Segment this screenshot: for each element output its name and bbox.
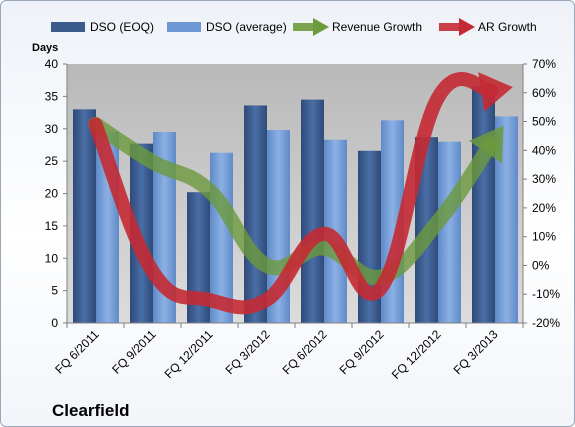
y2-tick-label: 10%	[532, 230, 556, 244]
y2-tick-label: 70%	[532, 57, 556, 71]
x-tick-label: FQ 12/2012	[389, 327, 444, 382]
bar-dso-average-7	[495, 116, 518, 323]
y-axis-label: Days	[32, 42, 58, 54]
bar-dso-eoq-0	[73, 109, 96, 323]
y-tick-label: 40	[45, 57, 59, 71]
bar-dso-eoq-4	[301, 99, 324, 323]
y2-tick-label: 0%	[532, 258, 550, 272]
y-tick-label: 5	[51, 284, 58, 298]
y2-tick-label: 50%	[532, 115, 556, 129]
y2-tick-label: 20%	[532, 201, 556, 215]
y-tick-label: 20	[45, 187, 59, 201]
legend-label-revenue-growth: Revenue Growth	[332, 20, 422, 34]
x-tick-label: FQ 3/2013	[451, 327, 501, 377]
x-tick-label: FQ 6/2012	[280, 327, 330, 377]
y2-tick-label: -10%	[532, 287, 560, 301]
bar-dso-average-6	[438, 141, 461, 323]
x-tick-label: FQ 9/2012	[337, 327, 387, 377]
bar-dso-eoq-1	[130, 143, 153, 323]
bar-dso-eoq-3	[244, 105, 267, 323]
y-tick-label: 10	[45, 251, 59, 265]
bar-dso-eoq-2	[187, 192, 210, 323]
legend-label-ar-growth: AR Growth	[478, 20, 537, 34]
legend: DSO (EOQ) DSO (average) Revenue Growth AR G…	[51, 18, 537, 36]
y-tick-label: 0	[51, 316, 58, 330]
x-tick-label: FQ 9/2011	[109, 327, 159, 377]
y-tick-label: 30	[45, 122, 59, 136]
x-tick-label: FQ 12/2011	[162, 327, 216, 381]
y2-tick-label: 40%	[532, 143, 556, 157]
legend-arrowhead-revenue-growth	[313, 18, 329, 36]
legend-arrowhead-ar-growth	[459, 18, 475, 36]
y-tick-label: 35	[45, 89, 59, 103]
y2-tick-label: 60%	[532, 86, 556, 100]
x-tick-label: FQ 6/2011	[52, 327, 102, 377]
legend-swatch-dso-eoq	[51, 22, 85, 32]
bar-dso-eoq-7	[472, 86, 495, 323]
y-tick-label: 15	[45, 219, 59, 233]
company-name: Clearfield	[52, 401, 129, 420]
y-tick-label: 25	[45, 154, 59, 168]
y2-tick-label: 30%	[532, 172, 556, 186]
y2-tick-label: -20%	[532, 316, 560, 330]
legend-label-dso-eoq: DSO (EOQ)	[90, 20, 154, 34]
legend-swatch-dso-average	[167, 22, 201, 32]
x-tick-label: FQ 3/2012	[223, 327, 273, 377]
line-ar-growth	[88, 72, 513, 315]
legend-label-dso-average: DSO (average)	[206, 20, 287, 34]
line-layer	[88, 72, 513, 315]
